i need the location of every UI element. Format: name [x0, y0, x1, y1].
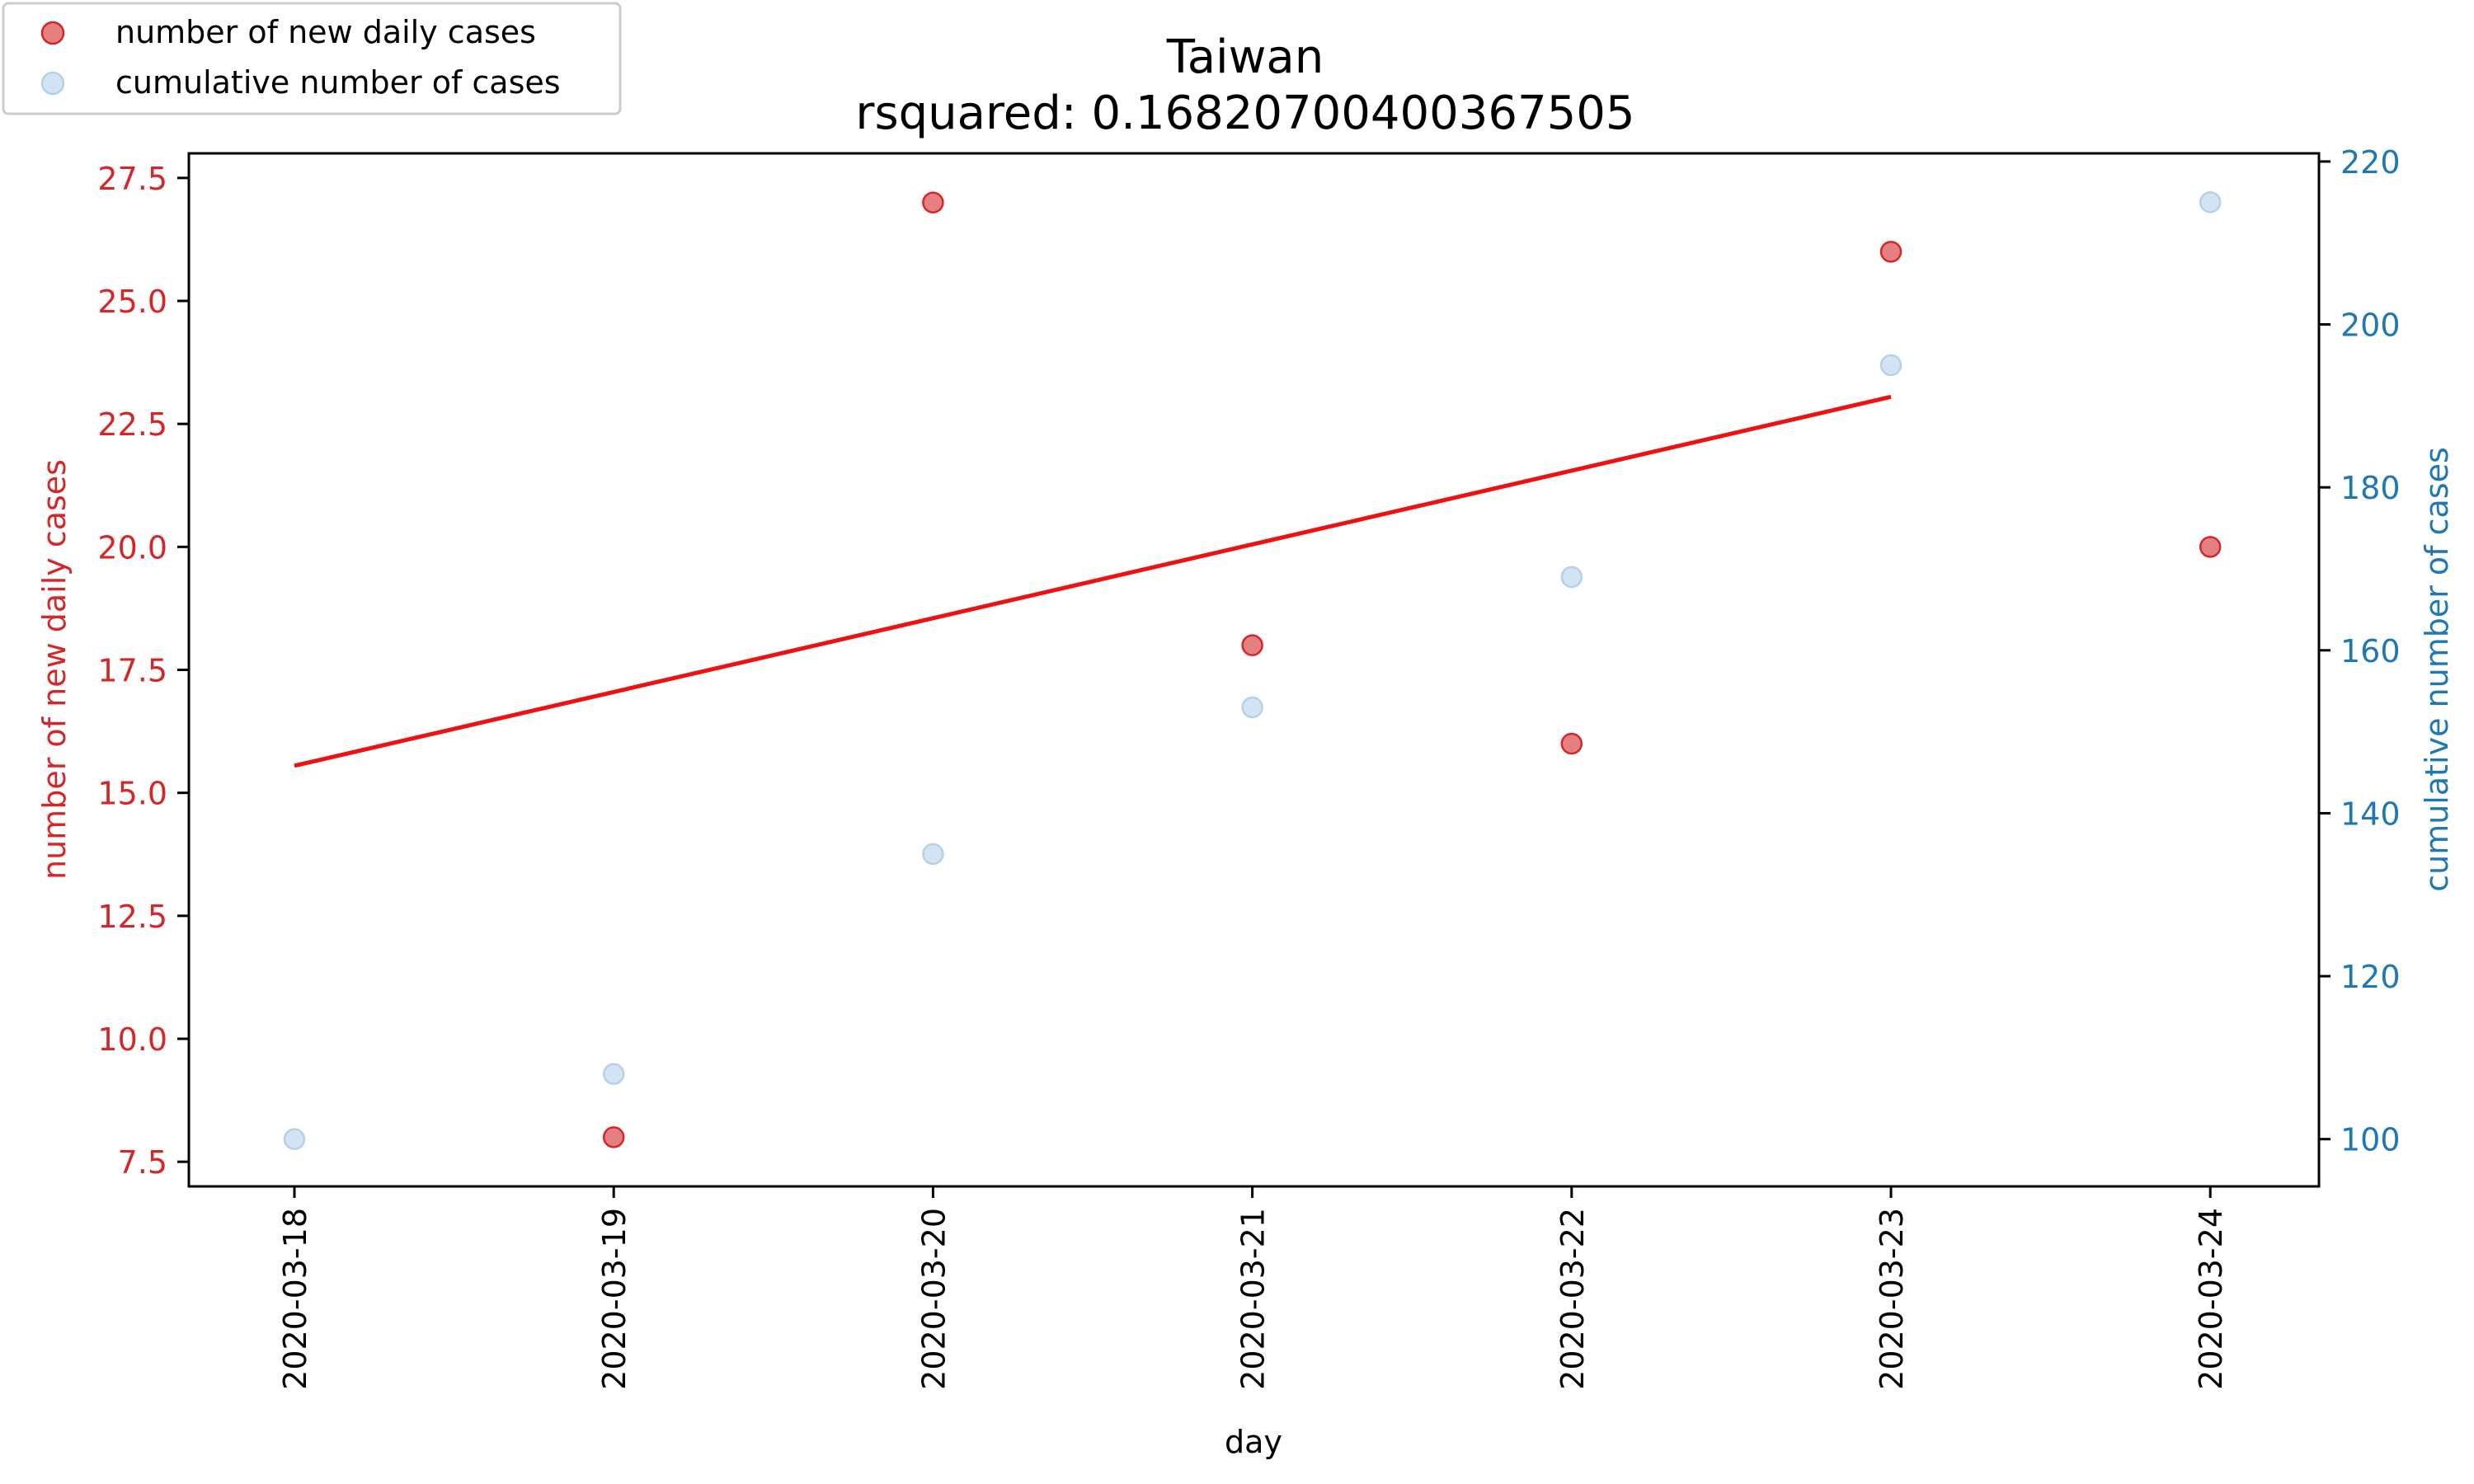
right-y-tick-label: 220 — [2340, 144, 2401, 181]
new-daily-cases-point — [1879, 241, 1903, 263]
x-axis-label: day — [1225, 1424, 1282, 1460]
x-tick-label: 2020-03-20 — [915, 1208, 952, 1390]
left-y-tick-label: 20.0 — [97, 529, 167, 566]
left-y-tick-label: 27.5 — [97, 161, 167, 197]
cumulative-cases-point — [1560, 566, 1583, 589]
right-y-tick-label: 200 — [2340, 308, 2401, 344]
left-y-tick-label: 12.5 — [97, 899, 167, 935]
cumulative-cases-point — [1241, 696, 1263, 719]
left-y-tick-label: 15.0 — [97, 776, 167, 812]
left-y-tick-label: 10.0 — [97, 1021, 167, 1058]
x-tick-label: 2020-03-19 — [596, 1208, 633, 1390]
legend-label-new-daily: number of new daily cases — [115, 14, 536, 50]
x-tick-label: 2020-03-24 — [2193, 1208, 2229, 1390]
right-y-axis-label: cumulative number of cases — [2419, 447, 2455, 892]
left-y-tick-label: 17.5 — [97, 653, 167, 689]
new-daily-cases-point — [1241, 634, 1263, 656]
chart-title: Taiwan — [1166, 31, 1324, 84]
trend-line — [294, 394, 1892, 768]
left-y-axis: 7.5 10.0 12.5 15.0 17.5 20.0 22.5 25.0 27.5 — [97, 161, 189, 1181]
right-y-tick-label: 160 — [2340, 633, 2401, 669]
x-tick-label: 2020-03-23 — [1874, 1208, 1910, 1390]
legend: number of new daily cases cumulative num… — [2, 2, 622, 115]
cumulative-cases-point — [2199, 191, 2222, 214]
new-daily-cases-point — [602, 1126, 625, 1148]
cumulative-cases-point — [602, 1063, 625, 1085]
new-daily-cases-point — [1560, 732, 1583, 755]
cumulative-cases-point — [922, 843, 944, 866]
x-axis: 2020-03-18 2020-03-19 2020-03-20 2020-03-21… — [277, 1186, 2229, 1390]
x-tick-label: 2020-03-21 — [1235, 1208, 1272, 1390]
cumulative-cases-point — [283, 1128, 306, 1150]
right-y-tick-label: 100 — [2340, 1122, 2401, 1158]
left-y-tick-label: 7.5 — [118, 1144, 167, 1181]
right-y-tick-label: 140 — [2340, 796, 2401, 832]
legend-box — [2, 2, 622, 115]
legend-marker-new-daily — [40, 21, 65, 45]
plot-area — [283, 191, 2222, 1150]
right-y-tick-label: 180 — [2340, 470, 2401, 506]
right-y-tick-label: 120 — [2340, 959, 2401, 995]
x-tick-label: 2020-03-18 — [277, 1208, 313, 1390]
x-tick-label: 2020-03-22 — [1554, 1208, 1591, 1390]
left-y-axis-label: number of new daily cases — [36, 459, 73, 880]
left-y-tick-label: 25.0 — [97, 284, 167, 320]
left-y-tick-label: 22.5 — [97, 406, 167, 443]
right-y-axis: 100 120 140 160 180 200 220 — [2319, 144, 2401, 1158]
new-daily-cases-point — [2199, 536, 2222, 558]
chart-subtitle: rsquared: 0.16820700400367505 — [855, 87, 1634, 140]
legend-marker-cumulative — [40, 71, 65, 96]
new-daily-cases-point — [922, 191, 944, 214]
cumulative-cases-point — [1879, 354, 1903, 377]
legend-label-cumulative: cumulative number of cases — [115, 64, 561, 101]
